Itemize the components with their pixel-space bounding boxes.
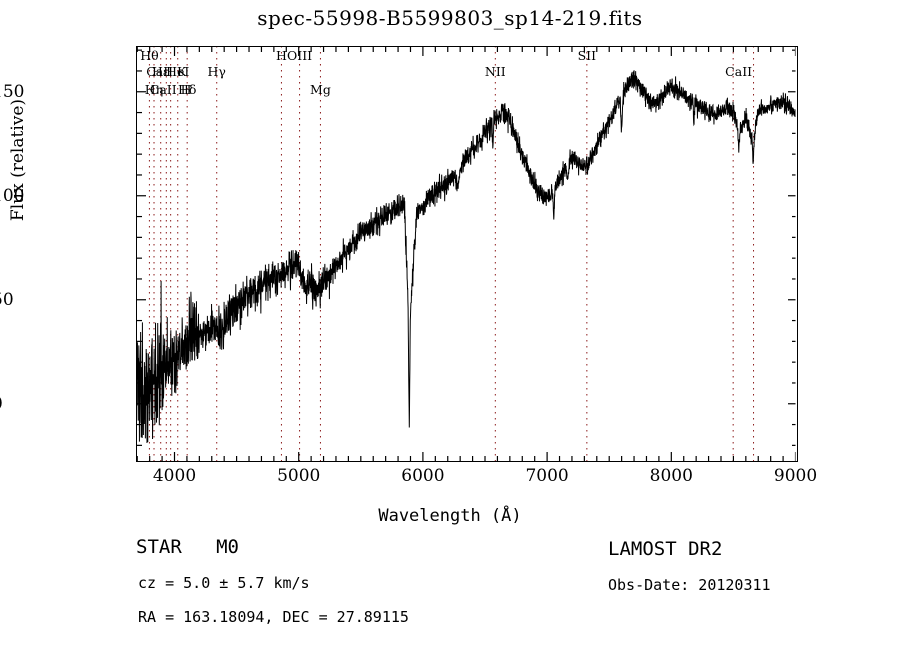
- line-label-h-gamma: Hγ: [207, 64, 226, 79]
- line-label-oiii: OIII: [287, 48, 313, 63]
- y-tick-label: 0: [0, 394, 128, 414]
- x-axis-label: Wavelength (Å): [378, 506, 522, 526]
- line-label-h-beta: H: [275, 48, 287, 63]
- line-label-mg: Mg: [310, 82, 331, 97]
- line-label-nii: NII: [484, 64, 506, 79]
- line-label-h-eta: Hη: [144, 82, 164, 97]
- plot-area: [136, 46, 798, 462]
- coordinates-label: RA = 163.18094, DEC = 27.89115: [138, 608, 409, 626]
- line-label-h-theta: Hθ: [140, 48, 159, 63]
- line-label-caii-k: CaII K: [146, 64, 187, 79]
- obs-date-label: Obs-Date: 20120311: [608, 576, 771, 594]
- x-tick-label: 4000: [152, 466, 197, 486]
- line-label-caii-h: CaII H: [149, 82, 192, 97]
- page-title: spec-55998-B5599803_sp14-219.fits: [257, 6, 643, 30]
- spectral-type-label: M0: [216, 536, 239, 558]
- plot-frame: [136, 46, 798, 462]
- y-tick-label: 150: [0, 81, 25, 102]
- x-tick-label: 8000: [649, 466, 693, 486]
- line-label-h-epsilon: Hε: [152, 64, 170, 79]
- line-label-h-delta: Hδ: [177, 82, 197, 97]
- line-label-hei: HeI: [166, 64, 190, 79]
- line-label-sii: SII: [577, 48, 597, 63]
- x-tick-label: 9000: [773, 466, 818, 486]
- x-tick-label: 7000: [525, 466, 569, 486]
- y-tick-label: 50: [0, 289, 14, 310]
- survey-label: LAMOST DR2: [608, 538, 723, 560]
- spectrum-trace: [136, 70, 796, 443]
- object-class-label: STAR M0: [136, 536, 239, 558]
- redshift-velocity-label: cz = 5.0 ± 5.7 km/s: [138, 574, 310, 592]
- y-tick-label: 100: [0, 185, 25, 206]
- x-tick-label: 5000: [277, 466, 321, 486]
- x-tick-label: 6000: [401, 466, 445, 486]
- line-label-caii-ir: CaII: [725, 64, 753, 79]
